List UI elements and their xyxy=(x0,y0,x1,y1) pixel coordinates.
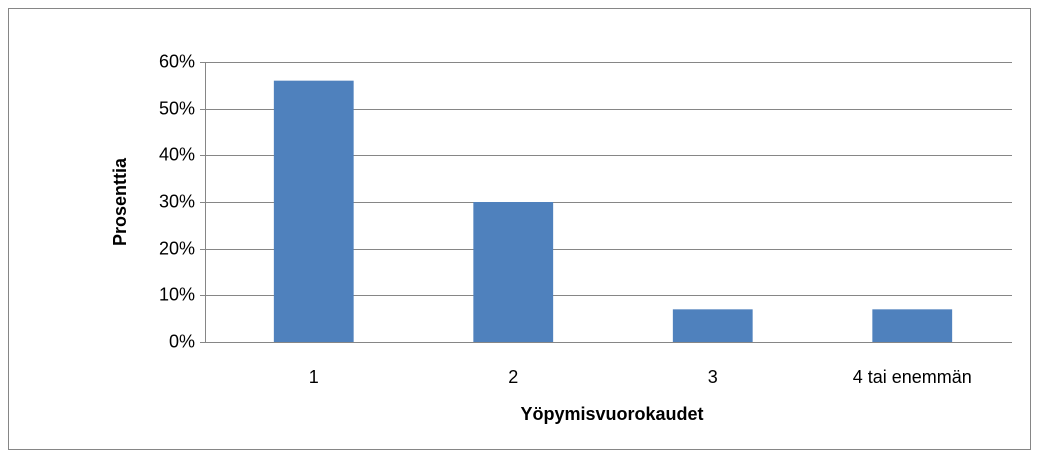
bar xyxy=(473,202,554,342)
y-tick-label: 50% xyxy=(159,98,195,118)
bar xyxy=(672,309,753,342)
bar xyxy=(273,80,354,343)
y-tick-label: 0% xyxy=(169,331,195,351)
x-tick-label: 4 tai enemmän xyxy=(853,367,972,387)
y-tick-label: 30% xyxy=(159,191,195,211)
x-tick-label: 2 xyxy=(508,367,518,387)
x-axis-title: Yöpymisvuorokaudet xyxy=(520,404,703,424)
x-tick-label: 1 xyxy=(309,367,319,387)
y-tick-label: 20% xyxy=(159,238,195,258)
x-tick-label: 3 xyxy=(708,367,718,387)
y-tick-label: 60% xyxy=(159,51,195,71)
y-tick-label: 10% xyxy=(159,284,195,304)
y-tick-label: 40% xyxy=(159,144,195,164)
bar xyxy=(872,309,953,342)
y-axis-title: Prosenttia xyxy=(110,157,130,246)
